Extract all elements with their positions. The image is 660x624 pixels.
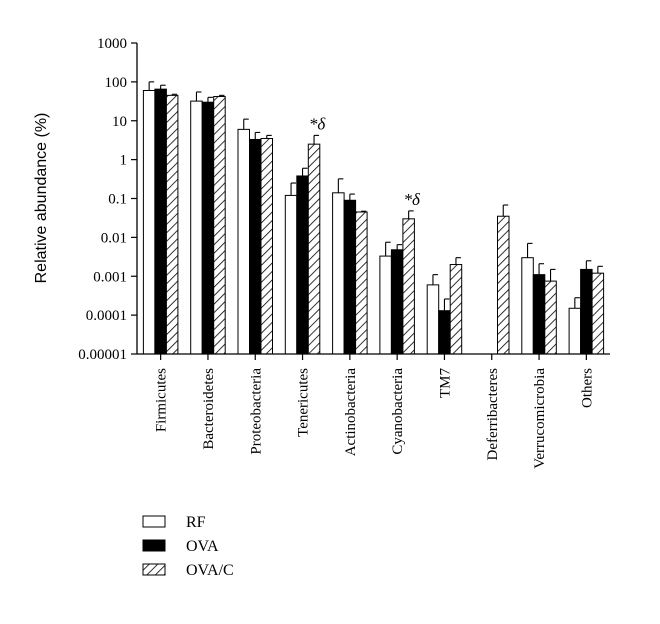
x-tick-label-firmicutes: Firmicutes [154,368,170,432]
bar-tm7-ova-c [449,264,463,355]
x-tick-label-bacteroidetes: Bacteroidetes [201,368,217,450]
y-axis-title: Relative abundance (%) [33,113,50,284]
bar-proteobacteria-ova-c [260,137,273,355]
bar-proteobacteria-ova [249,138,262,355]
bar-cyanobacteria-ova [390,249,404,355]
significance-annotation-tenericutes: *δ [309,114,327,133]
x-axis: Firmicutes Bacteroidetes Proteobacteria Ten… [137,353,610,469]
bar-bacteroidetes-ova-c [213,96,226,355]
bar-others-ova-c [591,272,605,355]
bar-tenericutes-ova-c [307,143,321,355]
bar-verrucomicrobia-ova [532,274,546,355]
x-tick-label-tenericutes: Tenericutes [296,368,312,437]
x-tick-label-others: Others [579,368,595,408]
legend-swatch-ova-c [142,563,166,576]
y-tick-label: 0.0001 [86,308,127,324]
bar-firmicutes-ova [154,88,167,355]
y-tick-label: 0.001 [93,269,127,285]
bar-proteobacteria-rf [237,128,250,355]
bar-bacteroidetes-ova [201,101,215,355]
x-tick-label-proteobacteria: Proteobacteria [248,368,264,455]
y-tick-label: 10 [112,114,127,130]
bar-cyanobacteria-rf [379,255,392,355]
bar-firmicutes-rf [142,89,156,355]
y-tick-label: 100 [105,75,128,91]
bar-tenericutes-rf [284,194,298,355]
bar-actinobacteria-ova-c [355,211,368,355]
bars [142,88,605,355]
x-tick-label-actinobacteria: Actinobacteria [343,368,359,457]
annotations: *δ *δ [309,114,421,208]
y-tick-label: 0.00001 [78,347,127,363]
bar-actinobacteria-ova [343,199,357,355]
legend-label-ova-c: OVA/C [186,562,234,579]
bar-tenericutes-ova [296,175,309,355]
y-tick-label: 0.1 [108,192,127,208]
bar-verrucomicrobia-ova-c [544,280,557,355]
bar-others-rf [568,307,582,355]
legend: RF OVA OVA/C [142,514,234,579]
bar-verrucomicrobia-rf [521,257,534,355]
bar-tm7-rf [426,284,440,355]
error-bars [148,81,603,311]
bar-others-ova [580,268,593,355]
x-tick-label-verrucomicrobia: Verrucomicrobia [532,368,548,469]
y-tick-label: 1 [120,153,128,169]
bar-cyanobacteria-ova-c [402,218,415,355]
legend-swatch-rf [142,515,166,528]
y-tick-label: 0.01 [101,230,127,246]
bar-bacteroidetes-rf [190,100,203,355]
legend-swatch-ova [142,539,166,552]
bar-tm7-ova [438,310,451,355]
significance-annotation-cyanobacteria: *δ [403,190,421,209]
legend-label-ova: OVA [186,538,219,555]
x-tick-label-cyanobacteria: Cyanobacteria [390,368,406,455]
x-tick-label-tm7: TM7 [437,368,453,399]
y-tick-label: 1000 [97,36,127,52]
bar-deferribacteres-ova-c [497,215,510,355]
x-tick-label-deferribacteres: Deferribacteres [485,368,501,461]
bar-firmicutes-ova-c [165,94,179,355]
legend-label-rf: RF [186,514,206,531]
y-axis: 0.00001 0.0001 0.001 0.01 0.1 1 10 100 1000 [78,36,138,363]
bar-actinobacteria-rf [332,192,345,355]
